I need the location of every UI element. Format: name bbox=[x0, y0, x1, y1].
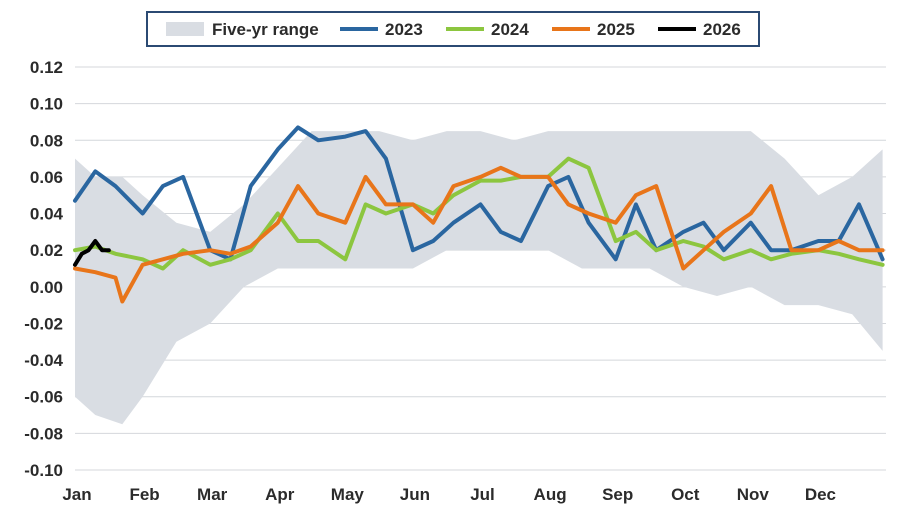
y-tick-label: 0.10 bbox=[30, 95, 63, 114]
y-tick-label: 0.12 bbox=[30, 58, 63, 77]
x-axis-ticks: Jan Feb Mar Apr May Jun Jul Aug Sep Oct Nov Dec bbox=[62, 485, 836, 504]
x-tick-label: Jan bbox=[62, 485, 91, 504]
five-yr-range-band bbox=[75, 131, 883, 425]
y-tick-label: 0.06 bbox=[30, 168, 63, 187]
y-tick-label: 0.04 bbox=[30, 205, 64, 224]
series-line-2026 bbox=[73, 239, 111, 267]
y-tick-label: -0.10 bbox=[24, 461, 63, 480]
legend-label-2024: 2024 bbox=[491, 20, 529, 39]
x-tick-label: Apr bbox=[265, 485, 295, 504]
x-tick-label: Feb bbox=[129, 485, 159, 504]
y-tick-label: -0.02 bbox=[24, 314, 63, 333]
legend-label-five-yr-range: Five-yr range bbox=[212, 20, 319, 39]
x-tick-label: Oct bbox=[671, 485, 700, 504]
x-tick-label: May bbox=[331, 485, 365, 504]
plot-area: 0.12 0.10 0.08 0.06 0.04 0.02 0.00 -0.02 -0.04 -0… bbox=[24, 58, 886, 504]
x-tick-label: Jun bbox=[400, 485, 430, 504]
x-tick-label: Aug bbox=[534, 485, 567, 504]
legend-swatch-five-yr-range bbox=[166, 22, 204, 36]
x-tick-label: Mar bbox=[197, 485, 228, 504]
y-axis-ticks: 0.12 0.10 0.08 0.06 0.04 0.02 0.00 -0.02 -0.04 -0… bbox=[24, 58, 63, 480]
y-tick-label: -0.08 bbox=[24, 424, 63, 443]
series-line-2025 bbox=[73, 165, 885, 304]
series-line-2024 bbox=[73, 156, 885, 271]
x-tick-label: Nov bbox=[737, 485, 770, 504]
legend: Five-yr range 2023 2024 2025 2026 bbox=[146, 11, 760, 47]
x-tick-label: Dec bbox=[805, 485, 836, 504]
y-tick-label: 0.00 bbox=[30, 278, 63, 297]
x-tick-label: Sep bbox=[602, 485, 633, 504]
y-tick-label: -0.04 bbox=[24, 351, 63, 370]
legend-label-2026: 2026 bbox=[703, 20, 741, 39]
x-tick-label: Jul bbox=[470, 485, 495, 504]
y-tick-label: 0.08 bbox=[30, 131, 63, 150]
legend-label-2023: 2023 bbox=[385, 20, 423, 39]
y-tick-label: 0.02 bbox=[30, 241, 63, 260]
y-tick-label: -0.06 bbox=[24, 388, 63, 407]
legend-label-2025: 2025 bbox=[597, 20, 635, 39]
